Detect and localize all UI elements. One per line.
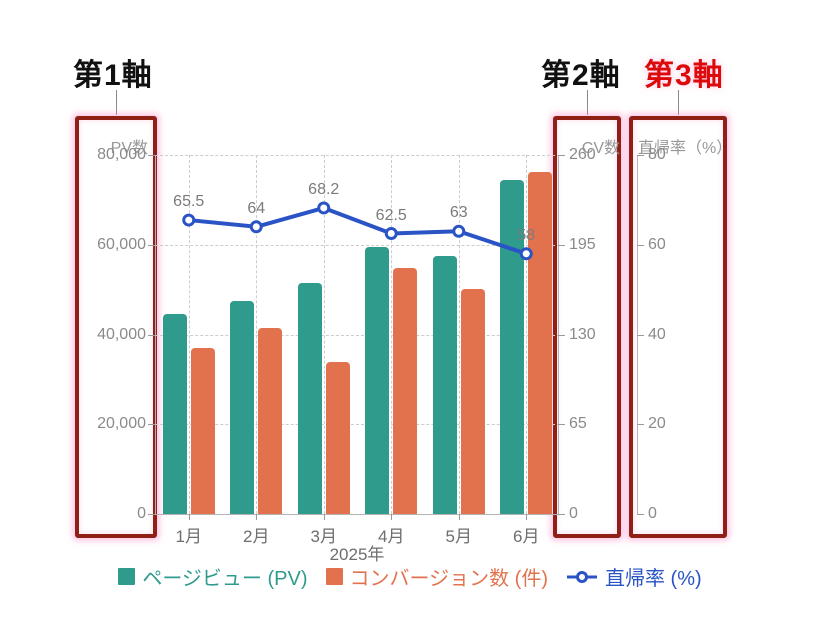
x-tick-mark	[526, 514, 528, 520]
cv-bar[interactable]	[393, 268, 418, 514]
y1-tick-mark	[148, 514, 155, 515]
y3-tick-label: 60	[648, 235, 666, 253]
y2-tick-mark	[558, 244, 565, 246]
horizontal-gridline	[155, 424, 560, 426]
y3-tick-label: 80	[648, 146, 666, 163]
axis2-highlight-box	[553, 116, 621, 538]
y1-tick-mark	[148, 424, 155, 426]
line-marker-icon	[566, 570, 597, 583]
y2-tick-label: 130	[569, 325, 596, 343]
y3-tick-label: 0	[648, 505, 657, 522]
y3-tick-mark	[637, 155, 644, 156]
x-tick-label: 3月	[310, 527, 337, 546]
cv-bar[interactable]	[190, 348, 215, 514]
vertical-gridline	[391, 155, 393, 514]
x-tick-label: 6月	[513, 527, 540, 546]
axis1-connector-line	[116, 90, 117, 115]
y3-tick-mark	[637, 514, 644, 515]
y1-tick-label: 80,000	[97, 146, 146, 163]
bounce-rate-point-label: 65.5	[173, 193, 205, 211]
y1-tick-label: 60,000	[97, 235, 146, 253]
x-tick-mark	[188, 514, 190, 520]
x-tick-label: 2月	[243, 527, 270, 546]
y3-tick-mark	[637, 334, 644, 336]
axis2-callout-label: 第2軸	[541, 59, 621, 92]
x-tick-label: 5月	[445, 527, 472, 546]
legend-item-conversions[interactable]: コンバージョン数 (件)	[325, 562, 548, 591]
x-axis-title: 2025年	[329, 545, 385, 564]
cv-bar[interactable]	[325, 362, 350, 514]
legend-item-bounce-rate[interactable]: 直帰率 (%)	[566, 562, 702, 591]
legend-label-pageviews: ページビュー (PV)	[142, 568, 308, 590]
bounce-rate-point-label: 68.2	[308, 180, 340, 198]
pv-bar[interactable]	[230, 300, 255, 514]
y2-tick-mark	[558, 155, 565, 156]
y1-axis-title: PV数	[110, 140, 148, 157]
y1-tick-label: 40,000	[97, 325, 146, 343]
legend-item-pageviews[interactable]: ページビュー (PV)	[118, 562, 308, 591]
y2-tick-label: 0	[569, 505, 578, 522]
y1-tick-label: 20,000	[97, 415, 146, 433]
axis1-callout-label: 第1軸	[73, 59, 153, 92]
axis3-connector-line	[678, 90, 679, 115]
y3-tick-mark	[637, 424, 644, 426]
y1-axis-line	[155, 155, 156, 514]
x-axis-line	[155, 514, 560, 515]
x-tick-label: 4月	[378, 527, 405, 546]
y3-axis-title: 直帰率（%）	[638, 140, 733, 157]
bounce-rate-point-label: 63	[449, 204, 468, 222]
vertical-gridline	[256, 155, 258, 514]
vertical-gridline	[188, 155, 190, 514]
x-tick-mark	[458, 514, 460, 520]
y3-tick-label: 20	[648, 415, 666, 433]
y2-tick-mark	[558, 424, 565, 426]
axis3-callout-label: 第3軸	[644, 59, 724, 92]
pv-bar[interactable]	[432, 255, 457, 514]
legend-label-bounce-rate: 直帰率 (%)	[604, 568, 702, 590]
pv-bar[interactable]	[297, 282, 322, 514]
legend-label-conversions: コンバージョン数 (件)	[349, 568, 548, 590]
bounce-rate-point-label: 62.5	[375, 206, 407, 224]
horizontal-gridline	[155, 334, 560, 336]
bounce-rate-point-label: 58	[517, 226, 536, 244]
y1-tick-mark	[148, 244, 155, 246]
y2-tick-label: 65	[569, 415, 587, 433]
vertical-gridline	[526, 155, 528, 514]
cv-bar[interactable]	[460, 288, 485, 514]
y2-tick-mark	[558, 334, 565, 336]
y1-tick-label: 0	[137, 505, 146, 522]
horizontal-gridline	[155, 155, 560, 156]
axis3-highlight-box	[629, 116, 727, 538]
pageviews-swatch-icon	[118, 568, 136, 585]
y2-tick-label: 260	[569, 146, 596, 163]
y2-axis-title: CV数	[581, 140, 620, 157]
bounce-rate-point-label: 64	[247, 199, 266, 217]
vertical-gridline	[323, 155, 325, 514]
vertical-gridline	[458, 155, 460, 514]
x-tick-mark	[256, 514, 258, 520]
cv-bar[interactable]	[258, 327, 283, 514]
cv-bar[interactable]	[528, 171, 553, 514]
pv-bar[interactable]	[162, 314, 187, 514]
x-tick-mark	[391, 514, 393, 520]
y3-tick-mark	[637, 244, 644, 246]
pv-bar[interactable]	[365, 246, 390, 514]
y1-tick-mark	[148, 334, 155, 336]
conversions-swatch-icon	[325, 568, 343, 585]
y2-tick-mark	[558, 514, 565, 515]
chart-legend: ページビュー (PV) コンバージョン数 (件) 直帰率 (%)	[0, 562, 820, 591]
x-tick-mark	[323, 514, 325, 520]
y2-tick-label: 195	[569, 235, 596, 253]
y3-tick-label: 40	[648, 325, 666, 343]
axis2-connector-line	[587, 90, 588, 115]
y1-tick-mark	[148, 155, 155, 156]
horizontal-gridline	[155, 244, 560, 246]
x-tick-label: 1月	[175, 527, 202, 546]
